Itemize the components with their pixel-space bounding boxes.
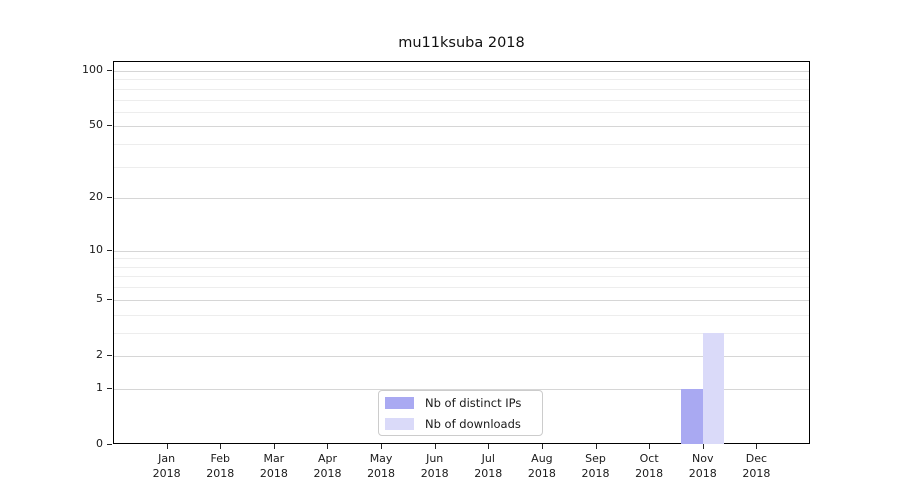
x-tick-mark (220, 444, 222, 449)
x-tick-label: Dec 2018 (726, 451, 786, 481)
x-tick-label: May 2018 (351, 451, 411, 481)
x-tick-mark (595, 444, 597, 449)
x-tick-month: Jan (158, 452, 176, 465)
y-gridline-minor (114, 166, 809, 168)
y-gridline-minor (114, 266, 809, 268)
y-gridline-major (114, 250, 809, 252)
x-tick-year: 2018 (367, 467, 396, 480)
x-tick-mark (327, 444, 329, 449)
y-tick-mark (107, 387, 112, 389)
x-tick-label: Feb 2018 (190, 451, 250, 481)
y-gridline-minor (114, 99, 809, 101)
x-tick-month: Apr (317, 452, 337, 465)
y-tick-label: 50 (89, 118, 103, 132)
x-tick-year: 2018 (527, 467, 556, 480)
x-tick-label: Apr 2018 (297, 451, 357, 481)
x-tick-month: Dec (745, 452, 768, 465)
y-tick-mark (107, 354, 112, 356)
x-tick-month: Sep (585, 452, 606, 465)
x-tick-year: 2018 (742, 467, 771, 480)
x-tick-mark (649, 444, 651, 449)
x-tick-mark (488, 444, 490, 449)
y-gridline-minor (114, 88, 809, 90)
bar (681, 388, 703, 444)
y-tick-label: 100 (82, 63, 103, 76)
y-gridline-major (114, 126, 809, 128)
plot-area (113, 61, 810, 444)
x-tick-year: 2018 (474, 467, 503, 480)
x-tick-month: May (369, 452, 393, 465)
y-tick-mark (107, 197, 112, 199)
legend-item: Nb of distinct IPs (385, 396, 536, 410)
y-tick-label: 0 (96, 437, 103, 450)
y-gridline-minor (114, 79, 809, 81)
x-tick-year: 2018 (313, 467, 342, 480)
x-tick-month: Jul (481, 452, 495, 465)
y-gridline-major (114, 71, 809, 72)
x-tick-year: 2018 (420, 467, 449, 480)
y-gridline-minor (114, 314, 809, 316)
y-tick-mark (107, 249, 112, 251)
x-tick-mark (541, 444, 543, 449)
y-tick-label: 5 (96, 291, 103, 305)
y-gridline-minor (114, 276, 809, 278)
y-gridline-major (114, 198, 809, 200)
y-tick-label: 1 (96, 380, 103, 394)
x-tick-mark (434, 444, 436, 449)
x-tick-month: Oct (639, 452, 659, 465)
legend-swatch (385, 396, 414, 409)
y-tick-mark (107, 298, 112, 300)
legend-item: Nb of downloads (385, 417, 536, 431)
x-tick-month: Mar (263, 452, 285, 465)
y-tick-label: 2 (96, 347, 103, 361)
x-tick-mark (166, 444, 168, 449)
x-tick-label: Aug 2018 (512, 451, 572, 481)
x-tick-label: Oct 2018 (619, 451, 679, 481)
y-tick-mark (107, 70, 112, 71)
legend-swatch (385, 417, 414, 430)
chart-title: mu11ksuba 2018 (398, 35, 525, 51)
y-tick-mark (107, 125, 112, 127)
x-tick-mark (702, 444, 704, 449)
x-tick-month: Jun (426, 452, 444, 465)
y-gridline-minor (114, 144, 809, 146)
x-tick-month: Aug (531, 452, 553, 465)
y-gridline-minor (114, 287, 809, 289)
legend-label: Nb of distinct IPs (425, 395, 522, 410)
x-tick-label: Mar 2018 (244, 451, 304, 481)
x-tick-year: 2018 (152, 467, 181, 480)
x-tick-mark (273, 444, 275, 449)
y-gridline-minor (114, 111, 809, 113)
x-tick-label: Jun 2018 (405, 451, 465, 481)
x-tick-year: 2018 (688, 467, 717, 480)
x-tick-label: Nov 2018 (673, 451, 733, 481)
y-gridline-minor (114, 258, 809, 260)
y-gridline-major (114, 299, 809, 301)
x-tick-month: Nov (692, 452, 714, 465)
x-tick-year: 2018 (206, 467, 235, 480)
y-tick-label: 10 (89, 242, 103, 256)
x-tick-label: Jul 2018 (458, 451, 518, 481)
y-tick-mark (107, 444, 112, 445)
x-tick-year: 2018 (259, 467, 288, 480)
y-gridline-major (114, 388, 809, 390)
x-tick-mark (756, 444, 758, 449)
bar (702, 332, 725, 444)
legend: Nb of distinct IPs Nb of downloads (378, 390, 543, 436)
y-gridline-major (114, 355, 809, 357)
y-tick-label: 20 (89, 190, 103, 204)
x-tick-mark (381, 444, 383, 449)
x-tick-year: 2018 (635, 467, 664, 480)
y-gridline-minor (114, 332, 809, 334)
x-tick-month: Feb (210, 452, 230, 465)
x-tick-year: 2018 (581, 467, 610, 480)
x-tick-label: Sep 2018 (566, 451, 626, 481)
legend-label: Nb of downloads (425, 416, 521, 431)
x-tick-label: Jan 2018 (137, 451, 197, 481)
